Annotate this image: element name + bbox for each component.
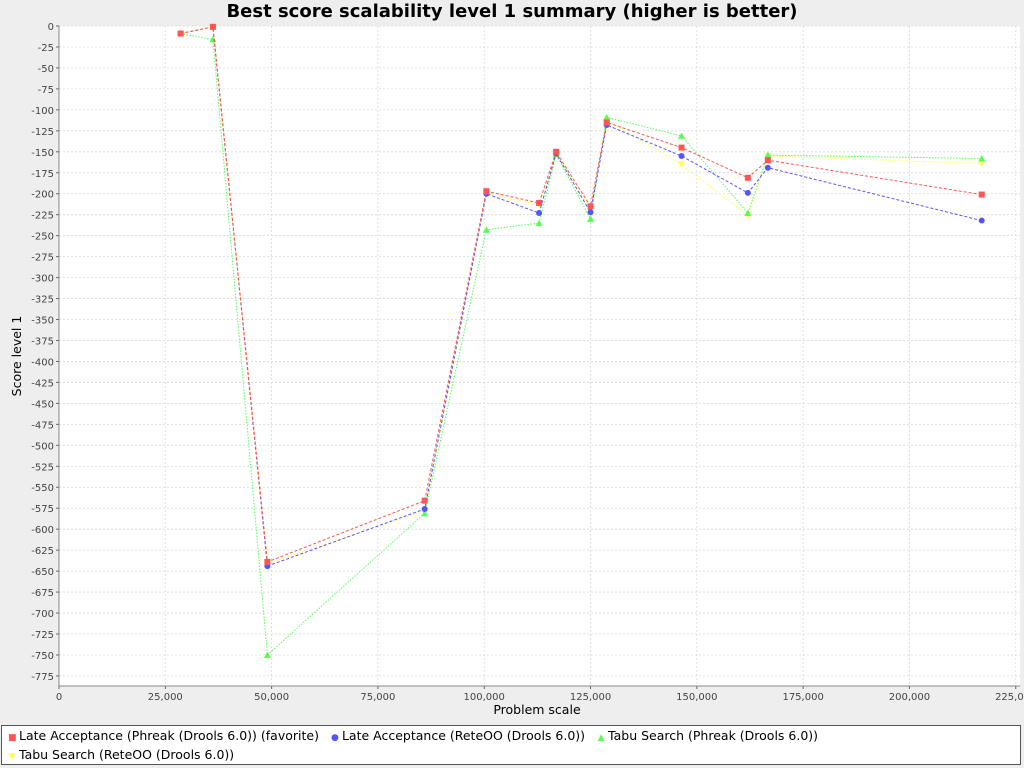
y-tick-label: -500 <box>31 441 54 452</box>
legend-item-tabu-search-reteoo: ▼ Tabu Search (ReteOO (Drools 6.0)) <box>8 746 235 766</box>
x-tick-label: 200,000 <box>889 692 930 703</box>
series-0 <box>177 23 985 565</box>
data-point <box>421 497 428 504</box>
data-point <box>603 113 611 121</box>
x-tick-label: 75,000 <box>360 692 395 703</box>
data-point <box>978 217 985 224</box>
y-tick-label: -725 <box>31 630 54 641</box>
square-marker-icon: ■ <box>8 733 17 743</box>
data-point <box>421 506 428 513</box>
y-tick-label: -450 <box>31 399 54 410</box>
data-point <box>421 509 429 517</box>
legend-label: Late Acceptance (Phreak (Drools 6.0)) (f… <box>19 728 319 743</box>
data-point <box>678 152 685 159</box>
legend-label: Late Acceptance (ReteOO (Drools 6.0)) <box>341 728 586 743</box>
y-tick-label: -225 <box>31 211 54 222</box>
series-layer <box>177 23 986 658</box>
y-tick-label: -675 <box>31 588 54 599</box>
y-tick-label: -200 <box>31 190 54 201</box>
x-axis-label: Problem scale <box>493 702 581 717</box>
data-point <box>553 148 560 155</box>
legend: ■ Late Acceptance (Phreak (Drools 6.0)) (… <box>1 725 1021 765</box>
data-point <box>587 215 595 222</box>
data-point <box>264 558 271 565</box>
circle-marker-icon: ● <box>331 733 339 743</box>
x-tick-label: 225,000 <box>995 692 1024 703</box>
y-tick-label: -300 <box>31 274 54 285</box>
data-point <box>744 209 752 217</box>
data-point <box>744 174 751 181</box>
x-tick-label: 50,000 <box>254 692 289 703</box>
data-point <box>603 119 610 126</box>
data-point <box>483 188 490 195</box>
legend-label: Tabu Search (ReteOO (Drools 6.0)) <box>19 747 235 762</box>
chart-area: 0 -25 -50 -75 -100 -125 -150 -175 -200 -225 -250 -2… <box>9 22 1024 717</box>
y-tick-label: -25 <box>38 43 54 54</box>
chart-title: Best score scalability level 1 summary (… <box>226 1 798 22</box>
y-tick-label: -600 <box>31 525 54 536</box>
data-point <box>263 651 271 658</box>
data-point <box>587 209 594 216</box>
x-tick-label: 25,000 <box>148 692 183 703</box>
data-point <box>536 210 543 217</box>
data-point <box>978 160 986 168</box>
y-tick-label: -150 <box>31 148 54 159</box>
y-tick-label: -775 <box>31 672 54 683</box>
data-point <box>535 219 543 227</box>
y-tick-label: 0 <box>48 22 54 33</box>
y-tick-label: -550 <box>31 483 54 494</box>
y-tick-label: -50 <box>38 64 54 75</box>
y-tick-label: -425 <box>31 378 54 389</box>
data-point <box>678 132 686 139</box>
data-point <box>764 157 771 164</box>
legend-item-late-acceptance-reteoo: ● Late Acceptance (ReteOO (Drools 6.0)) <box>331 727 585 747</box>
y-tick-label: -375 <box>31 336 54 347</box>
y-tick-label: -275 <box>31 253 54 264</box>
y-axis-label: Score level 1 <box>9 316 24 397</box>
data-point <box>209 23 216 30</box>
y-tick-label: -700 <box>31 609 54 620</box>
y-tick-label: -475 <box>31 420 54 431</box>
triangle-marker-icon: ▲ <box>597 733 605 743</box>
y-tick-label: -125 <box>31 127 54 138</box>
plot-background <box>59 26 1020 686</box>
y-tick-label: -350 <box>31 316 54 327</box>
y-tick-label: -750 <box>31 651 54 662</box>
y-tick-label: -100 <box>31 106 54 117</box>
x-tick-label: 0 <box>56 692 62 703</box>
y-tick-label: -575 <box>31 504 54 515</box>
y-tick-label: -400 <box>31 357 54 368</box>
data-point <box>177 30 184 37</box>
legend-label: Tabu Search (Phreak (Drools 6.0)) <box>608 728 819 743</box>
x-tick-label: 125,000 <box>570 692 611 703</box>
data-point <box>587 203 594 210</box>
legend-item-tabu-search-phreak: ▲ Tabu Search (Phreak (Drools 6.0)) <box>597 727 818 747</box>
data-point <box>678 161 686 168</box>
x-tick-label: 100,000 <box>464 692 505 703</box>
data-point <box>536 199 543 206</box>
data-point <box>678 144 685 151</box>
legend-item-late-acceptance-phreak: ■ Late Acceptance (Phreak (Drools 6.0)) (… <box>8 727 319 747</box>
y-tick-label: -525 <box>31 462 54 473</box>
x-tick-label: 150,000 <box>676 692 717 703</box>
y-tick-label: -175 <box>31 169 54 180</box>
x-tick-label: 175,000 <box>782 692 823 703</box>
y-tick-label: -625 <box>31 546 54 557</box>
y-tick-label: -325 <box>31 295 54 306</box>
data-point <box>764 164 771 171</box>
data-point <box>978 191 985 198</box>
data-point <box>978 155 986 162</box>
y-tick-label: -650 <box>31 567 54 578</box>
data-point <box>744 189 751 196</box>
axis-layer: 0 -25 -50 -75 -100 -125 -150 -175 -200 -225 -250 -2… <box>31 22 1024 703</box>
data-point <box>482 226 490 233</box>
data-point <box>764 151 772 159</box>
y-tick-label: -250 <box>31 232 54 243</box>
y-tick-label: -75 <box>38 85 54 96</box>
triangle-down-marker-icon: ▼ <box>8 752 16 762</box>
